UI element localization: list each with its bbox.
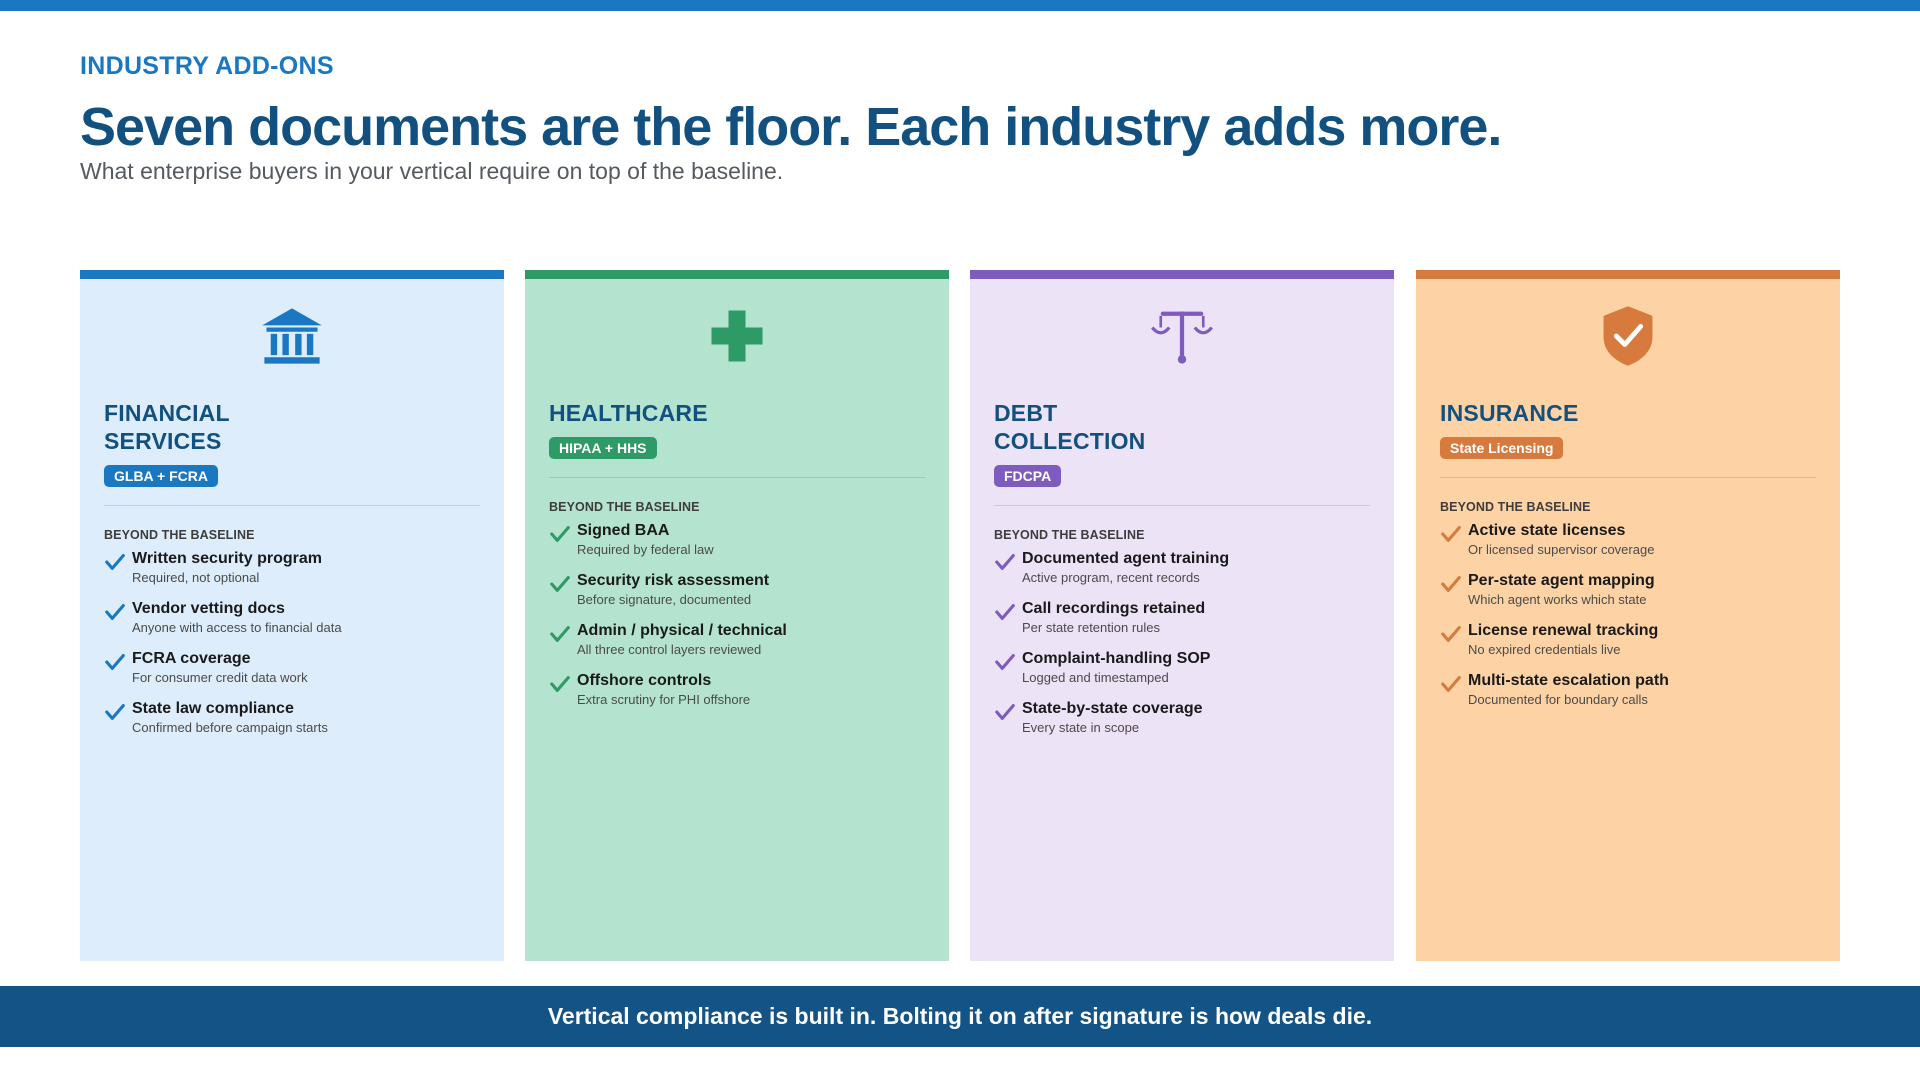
card-healthcare: HEALTHCARE HIPAA + HHS BEYOND THE BASELI… (525, 270, 949, 961)
item-title: Written security program (132, 550, 322, 567)
section-label: BEYOND THE BASELINE (1440, 500, 1591, 514)
section-label: BEYOND THE BASELINE (104, 528, 255, 542)
section-label: BEYOND THE BASELINE (994, 528, 1145, 542)
section-label: BEYOND THE BASELINE (549, 500, 700, 514)
item-title: Multi-state escalation path (1468, 672, 1669, 689)
list-item: Signed BAA Required by federal law (549, 520, 925, 559)
item-subtitle: Which agent works which state (1468, 592, 1647, 607)
check-icon (995, 604, 1015, 620)
scales-icon (1151, 311, 1213, 364)
item-subtitle: Documented for boundary calls (1468, 692, 1648, 707)
card-title: FINANCIAL SERVICES (104, 400, 230, 454)
item-subtitle: Anyone with access to financial data (132, 620, 342, 635)
item-subtitle: Required, not optional (132, 570, 260, 585)
card-financial-services: FINANCIAL SERVICES GLBA + FCRA BEYOND TH… (80, 270, 504, 961)
item-title: Security risk assessment (577, 572, 770, 589)
item-title: Complaint-handling SOP (1022, 650, 1211, 667)
eyebrow-label: INDUSTRY ADD-ONS (80, 52, 334, 80)
item-title: State-by-state coverage (1022, 700, 1203, 717)
bank-icon (262, 308, 322, 364)
list-item: Security risk assessment Before signature… (549, 570, 925, 609)
item-subtitle: Logged and timestamped (1022, 670, 1169, 685)
list-item: FCRA coverage For consumer credit data wo… (104, 648, 480, 687)
divider (549, 477, 925, 478)
footer-text: Vertical compliance is built in. Bolting… (547, 1003, 1373, 1029)
item-subtitle: Per state retention rules (1022, 620, 1161, 635)
card-title: INSURANCE (1440, 400, 1579, 426)
list-item: Active state licenses Or licensed supervi… (1440, 520, 1816, 559)
item-subtitle: Confirmed before campaign starts (132, 720, 328, 735)
top-accent-bar (0, 0, 1920, 11)
list-item: Multi-state escalation path Documented fo… (1440, 670, 1816, 709)
card-title: HEALTHCARE (549, 400, 708, 426)
item-title: Active state licenses (1468, 522, 1626, 539)
card-insurance: INSURANCE State Licensing BEYOND THE BAS… (1416, 270, 1840, 961)
check-icon (1441, 526, 1461, 542)
check-icon (1441, 676, 1461, 692)
check-icon (1441, 626, 1461, 642)
list-item: Vendor vetting docs Anyone with access to… (104, 598, 480, 637)
check-icon (105, 604, 125, 620)
item-subtitle: Extra scrutiny for PHI offshore (577, 692, 751, 707)
check-icon (995, 554, 1015, 570)
check-icon (995, 704, 1015, 720)
list-item: Complaint-handling SOP Logged and timesta… (994, 648, 1370, 687)
page-subtitle: What enterprise buyers in your vertical … (80, 158, 784, 184)
item-subtitle: For consumer credit data work (132, 670, 308, 685)
list-item: Written security program Required, not op… (104, 548, 480, 587)
list-item: Per-state agent mapping Which agent works… (1440, 570, 1816, 609)
page-title: Seven documents are the floor. Each indu… (80, 97, 1502, 157)
regulation-badge: HIPAA + HHS (549, 437, 657, 459)
shield-check-icon (1603, 306, 1653, 366)
list-item: Call recordings retained Per state retent… (994, 598, 1370, 637)
check-icon (550, 626, 570, 642)
list-item: Offshore controls Extra scrutiny for PHI … (549, 670, 925, 709)
check-icon (1441, 576, 1461, 592)
check-icon (105, 554, 125, 570)
divider (104, 505, 480, 506)
card-title: DEBT COLLECTION (994, 400, 1146, 454)
check-icon (550, 526, 570, 542)
list-item: Admin / physical / technical All three co… (549, 620, 925, 659)
item-title: Per-state agent mapping (1468, 572, 1655, 589)
medical-cross-icon (711, 310, 763, 362)
item-subtitle: Active program, recent records (1022, 570, 1200, 585)
item-title: State law compliance (132, 700, 294, 717)
item-subtitle: Required by federal law (577, 542, 714, 557)
item-title: FCRA coverage (132, 650, 251, 667)
item-title: Admin / physical / technical (577, 622, 787, 639)
item-subtitle: All three control layers reviewed (577, 642, 762, 657)
item-subtitle: Before signature, documented (577, 592, 752, 607)
list-item: Documented agent training Active program,… (994, 548, 1370, 587)
check-icon (550, 576, 570, 592)
item-subtitle: No expired credentials live (1468, 642, 1621, 657)
check-icon (105, 654, 125, 670)
footer-banner: Vertical compliance is built in. Bolting… (0, 986, 1920, 1047)
regulation-badge: GLBA + FCRA (104, 465, 218, 487)
list-item: License renewal tracking No expired crede… (1440, 620, 1816, 659)
regulation-badge: State Licensing (1440, 437, 1564, 459)
item-title: Signed BAA (577, 522, 670, 539)
card-debt-collection: DEBT COLLECTION FDCPA BEYOND THE BASELIN… (970, 270, 1394, 961)
check-icon (995, 654, 1015, 670)
item-title: Call recordings retained (1022, 600, 1206, 617)
divider (994, 505, 1370, 506)
item-subtitle: Or licensed supervisor coverage (1468, 542, 1655, 557)
item-title: License renewal tracking (1468, 622, 1659, 639)
item-subtitle: Every state in scope (1022, 720, 1140, 735)
list-item: State law compliance Confirmed before cam… (104, 698, 480, 737)
list-item: State-by-state coverage Every state in sc… (994, 698, 1370, 737)
divider (1440, 477, 1816, 478)
item-title: Vendor vetting docs (132, 600, 285, 617)
industry-cards: FINANCIAL SERVICES GLBA + FCRA BEYOND TH… (80, 270, 1840, 961)
check-icon (550, 676, 570, 692)
regulation-badge: FDCPA (994, 465, 1062, 487)
item-title: Offshore controls (577, 672, 712, 689)
check-icon (105, 704, 125, 720)
item-title: Documented agent training (1022, 550, 1230, 567)
